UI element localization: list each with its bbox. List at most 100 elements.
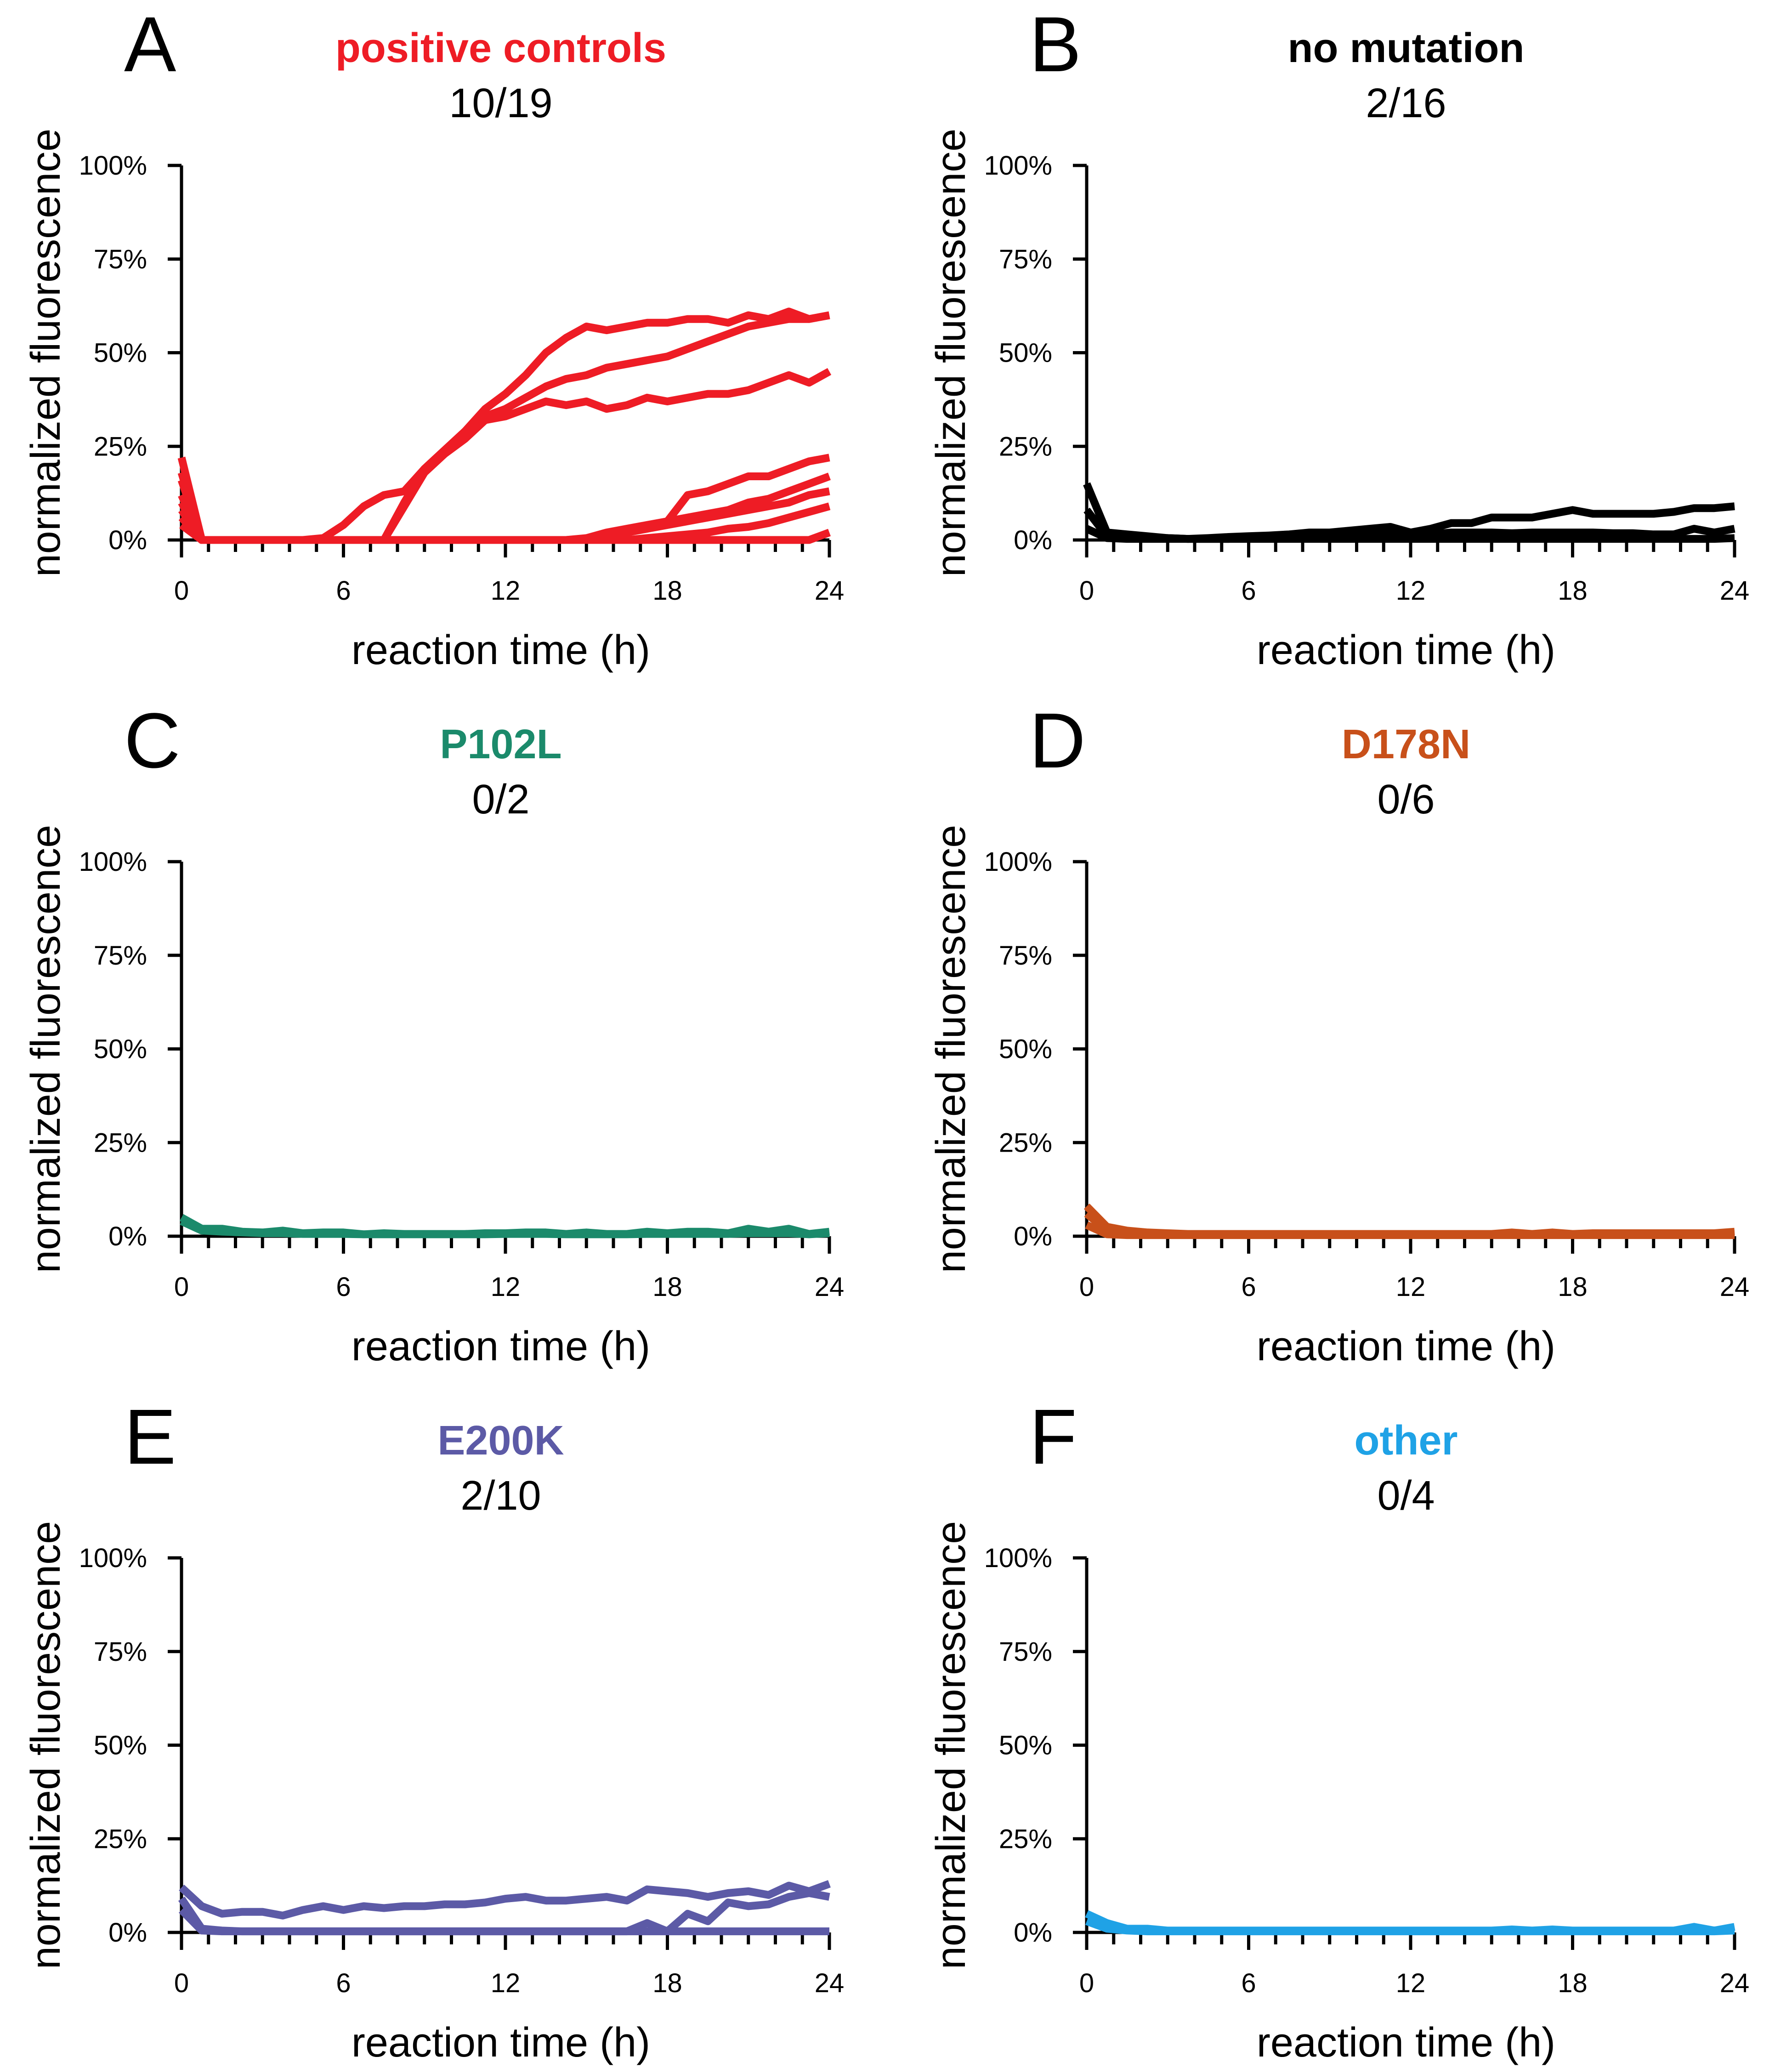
y-tick-label: 0% — [1014, 525, 1052, 555]
chart-subtitle: 0/6 — [1377, 777, 1435, 823]
chart-title: positive controls — [335, 25, 666, 71]
x-tick-label: 6 — [336, 576, 351, 606]
y-axis-label: normalized fluorescence — [928, 129, 974, 577]
panel-letter: D — [1029, 697, 1086, 784]
x-tick-label: 24 — [815, 576, 845, 606]
panel-letter: A — [124, 1, 176, 88]
series-line-3 — [178, 1907, 829, 1936]
x-tick-label: 6 — [336, 1968, 351, 1998]
y-tick-label: 25% — [94, 432, 147, 461]
y-tick-label: 25% — [999, 432, 1052, 461]
x-tick-label: 0 — [174, 1968, 189, 1998]
y-tick-label: 25% — [94, 1128, 147, 1158]
y-tick-label: 75% — [94, 244, 147, 274]
x-axis-label: reaction time (h) — [1257, 1324, 1555, 1369]
chart-title: P102L — [440, 722, 561, 767]
y-tick-label: 50% — [999, 338, 1052, 368]
x-tick-label: 18 — [652, 576, 682, 606]
x-axis-label: reaction time (h) — [1257, 627, 1555, 673]
x-tick-label: 6 — [1241, 1968, 1256, 1998]
series-line-3 — [1085, 525, 1735, 543]
y-tick-label: 100% — [79, 847, 147, 877]
chart-subtitle: 2/10 — [460, 1473, 541, 1519]
y-tick-label: 0% — [108, 1221, 147, 1251]
series-line-6 — [178, 487, 830, 544]
x-tick-label: 12 — [491, 1272, 521, 1302]
x-tick-label: 12 — [1396, 576, 1426, 606]
x-tick-label: 18 — [652, 1272, 682, 1302]
y-tick-label: 25% — [94, 1824, 147, 1854]
chart-title: no mutation — [1288, 25, 1525, 71]
x-tick-label: 24 — [815, 1968, 845, 1998]
y-tick-label: 25% — [999, 1824, 1052, 1854]
x-tick-label: 6 — [1241, 1272, 1256, 1302]
y-tick-label: 0% — [108, 1918, 147, 1948]
panel-d: D D178N 0/6 0% 25% 50% 75% 100% 0 6 12 18 24 reaction… — [928, 697, 1749, 1369]
x-tick-label: 12 — [491, 1968, 521, 1998]
x-tick-label: 12 — [491, 576, 521, 606]
x-tick-label: 18 — [1558, 1968, 1588, 1998]
y-tick-label: 50% — [999, 1034, 1052, 1064]
y-axis-label: normalized fluorescence — [928, 825, 974, 1273]
x-tick-label: 24 — [1720, 1272, 1750, 1302]
y-tick-label: 75% — [94, 1637, 147, 1667]
x-tick-label: 24 — [1720, 576, 1750, 606]
chart-title: E200K — [437, 1418, 564, 1464]
x-tick-label: 12 — [1396, 1968, 1426, 1998]
y-axis-label: normalized fluorescence — [23, 1521, 69, 1970]
chart-subtitle: 0/4 — [1377, 1473, 1435, 1519]
y-tick-label: 0% — [1014, 1221, 1052, 1251]
series-line-3 — [1085, 1221, 1735, 1239]
chart-subtitle: 2/16 — [1366, 80, 1446, 126]
y-tick-label: 75% — [999, 1637, 1052, 1667]
panel-e: E E200K 2/10 0% 25% 50% 75% 100% 0 6 12 18 24 reactio… — [23, 1393, 844, 2066]
x-tick-label: 0 — [1079, 1272, 1094, 1302]
y-tick-label: 75% — [999, 244, 1052, 274]
x-tick-label: 24 — [815, 1272, 845, 1302]
panel-letter: B — [1029, 1, 1081, 88]
panel-c: C P102L 0/2 0% 25% 50% 75% 100% 0 6 12 18 24 reaction… — [23, 697, 844, 1369]
y-tick-label: 0% — [108, 525, 147, 555]
series-line-1 — [179, 1880, 831, 1920]
y-axis-label: normalized fluorescence — [23, 825, 69, 1273]
y-tick-label: 100% — [79, 1543, 147, 1573]
y-tick-label: 100% — [984, 151, 1052, 181]
x-axis-label: reaction time (h) — [352, 1324, 650, 1369]
chart-subtitle: 0/2 — [472, 777, 529, 823]
chart-title: other — [1355, 1418, 1458, 1464]
x-axis-label: reaction time (h) — [1257, 2020, 1555, 2066]
y-tick-label: 100% — [984, 1543, 1052, 1573]
x-axis-label: reaction time (h) — [352, 627, 650, 673]
x-tick-label: 18 — [1558, 576, 1588, 606]
panel-letter: F — [1029, 1393, 1077, 1481]
x-tick-label: 18 — [1558, 1272, 1588, 1302]
y-tick-label: 25% — [999, 1128, 1052, 1158]
series-line-1 — [1083, 1203, 1735, 1238]
x-tick-label: 6 — [1241, 576, 1256, 606]
chart-title: D178N — [1342, 722, 1470, 767]
y-tick-label: 50% — [94, 1731, 147, 1761]
y-tick-label: 50% — [999, 1731, 1052, 1761]
panel-letter: C — [124, 697, 181, 784]
series-line-8 — [179, 522, 831, 544]
panel-letter: E — [124, 1393, 176, 1481]
y-tick-label: 75% — [999, 941, 1052, 971]
x-tick-label: 0 — [1079, 576, 1094, 606]
y-axis-label: normalized fluorescence — [928, 1521, 974, 1970]
series-line-2 — [1085, 1917, 1735, 1936]
series-line-2 — [180, 1217, 830, 1239]
x-axis-label: reaction time (h) — [352, 2020, 650, 2066]
x-tick-label: 0 — [1079, 1968, 1094, 1998]
y-tick-label: 100% — [984, 847, 1052, 877]
x-tick-label: 0 — [174, 1272, 189, 1302]
y-tick-label: 75% — [94, 941, 147, 971]
y-tick-label: 100% — [79, 151, 147, 181]
x-tick-label: 24 — [1720, 1968, 1750, 1998]
x-tick-label: 12 — [1396, 1272, 1426, 1302]
y-tick-label: 50% — [94, 1034, 147, 1064]
y-tick-label: 0% — [1014, 1918, 1052, 1948]
y-axis-label: normalized fluorescence — [23, 129, 69, 577]
